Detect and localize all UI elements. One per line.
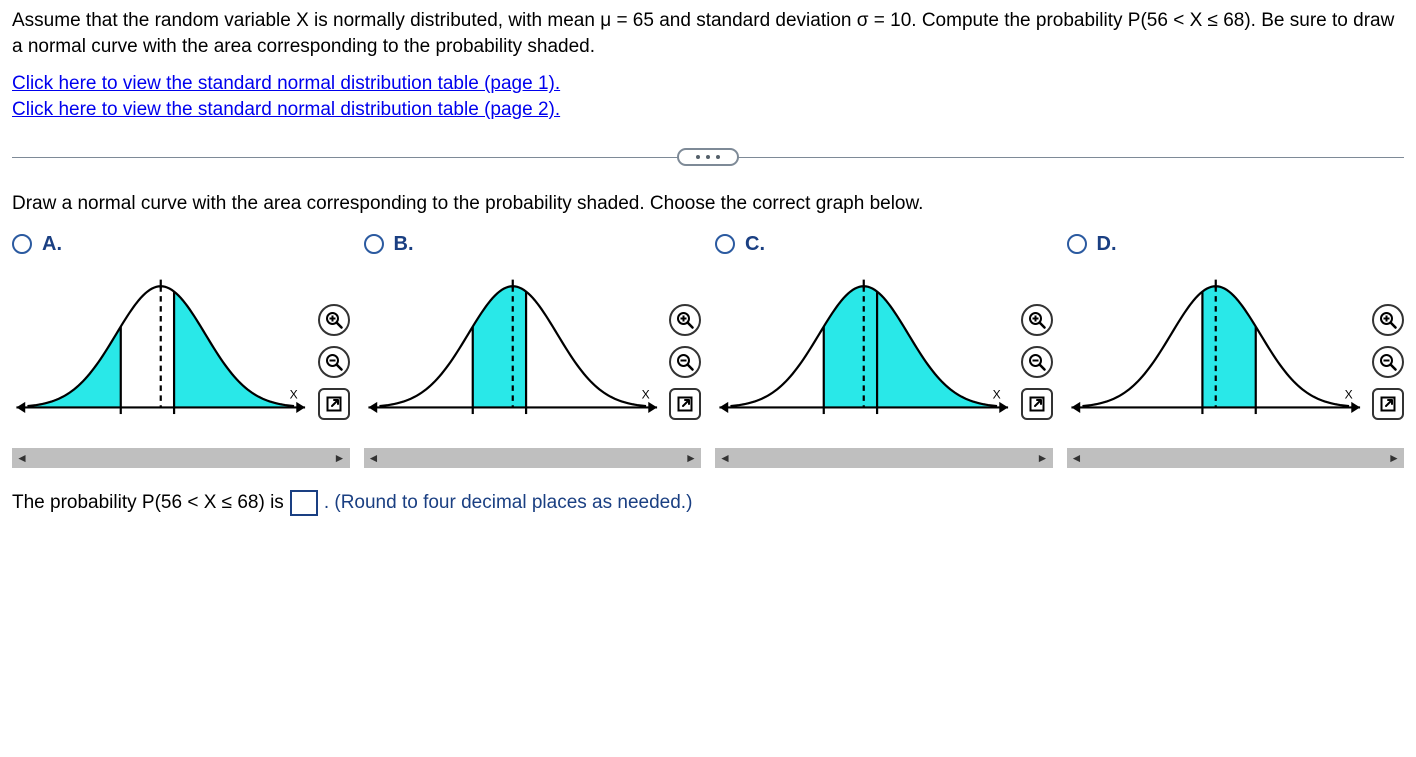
zoom-out-icon[interactable] [1372,346,1404,378]
zoom-in-icon[interactable] [669,304,701,336]
graph-scrollbar[interactable]: ◄► [715,448,1053,468]
x-axis-label: X [641,387,649,401]
table-links: Click here to view the standard normal d… [12,71,1404,122]
graph-scrollbar[interactable]: ◄► [12,448,350,468]
graph-scrollbar[interactable]: ◄► [1067,448,1405,468]
scroll-right-icon[interactable]: ► [330,448,350,468]
radio-a[interactable] [12,234,32,254]
zoom-in-icon[interactable] [1372,304,1404,336]
choice-label: D. [1097,233,1117,256]
answer-input[interactable] [290,490,318,516]
choices-row: A.X◄►B.X◄►C.X◄►D.X◄► [12,233,1404,468]
normal-curve-graph: X [364,262,662,438]
answer-line: The probability P(56 < X ≤ 68) is . (Rou… [12,490,1404,516]
scroll-left-icon[interactable]: ◄ [715,448,735,468]
expand-pill[interactable] [677,148,739,166]
link-table-page1[interactable]: Click here to view the standard normal d… [12,71,1404,97]
zoom-in-icon[interactable] [318,304,350,336]
zoom-out-icon[interactable] [318,346,350,378]
choice-b: B.X◄► [364,233,702,468]
choice-c: C.X◄► [715,233,1053,468]
zoom-in-icon[interactable] [1021,304,1053,336]
popout-icon[interactable] [1372,388,1404,420]
link-table-page2[interactable]: Click here to view the standard normal d… [12,97,1404,123]
radio-b[interactable] [364,234,384,254]
normal-curve-graph: X [715,262,1013,438]
graph-scrollbar[interactable]: ◄► [364,448,702,468]
question-text: Assume that the random variable X is nor… [12,8,1404,59]
radio-c[interactable] [715,234,735,254]
popout-icon[interactable] [1021,388,1053,420]
scroll-right-icon[interactable]: ► [1384,448,1404,468]
scroll-right-icon[interactable]: ► [1033,448,1053,468]
scroll-left-icon[interactable]: ◄ [364,448,384,468]
section-divider [12,143,1404,171]
normal-curve-graph: X [1067,262,1365,438]
choice-label: C. [745,233,765,256]
scroll-left-icon[interactable]: ◄ [12,448,32,468]
zoom-out-icon[interactable] [669,346,701,378]
scroll-right-icon[interactable]: ► [681,448,701,468]
choice-label: B. [394,233,414,256]
normal-curve-graph: X [12,262,310,438]
choice-label: A. [42,233,62,256]
answer-prefix: The probability P(56 < X ≤ 68) is [12,492,284,514]
popout-icon[interactable] [318,388,350,420]
x-axis-label: X [290,387,298,401]
answer-suffix: . (Round to four decimal places as neede… [324,492,693,514]
choice-d: D.X◄► [1067,233,1405,468]
radio-d[interactable] [1067,234,1087,254]
choice-a: A.X◄► [12,233,350,468]
x-axis-label: X [993,387,1001,401]
popout-icon[interactable] [669,388,701,420]
scroll-left-icon[interactable]: ◄ [1067,448,1087,468]
zoom-out-icon[interactable] [1021,346,1053,378]
instruction-text: Draw a normal curve with the area corres… [12,193,1404,215]
x-axis-label: X [1344,387,1352,401]
